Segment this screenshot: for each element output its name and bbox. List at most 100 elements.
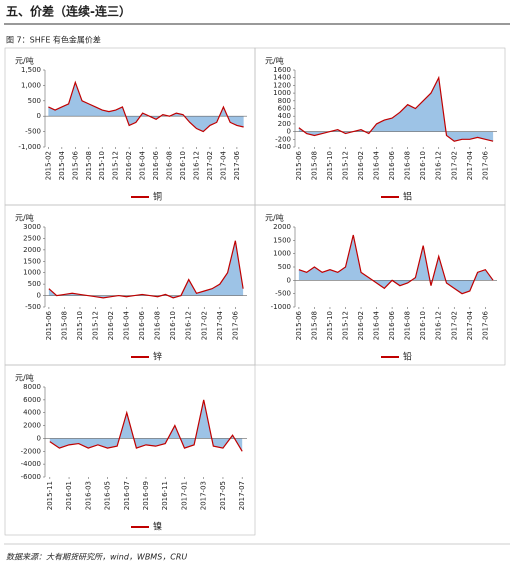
series-line [298,75,494,142]
x-tick-label: 2016-02 [125,151,133,180]
y-tick-label: 2000 [23,246,41,254]
x-tick-label: 2017-04 [466,150,474,180]
x-tick-label: 2017-02 [206,151,214,180]
y-tick-label: 0 [287,276,291,284]
y-tick-label: 1500 [273,236,291,244]
x-tick-label: 2015-12 [112,151,120,180]
x-tick-label: 2015-10 [326,151,334,180]
x-tick-label: 2016-11 [161,481,169,510]
y-tick-label: 400 [278,112,291,120]
y-tick-label: 500 [28,97,41,105]
y-tick-label: -400 [275,143,291,151]
y-tick-label: 1200 [273,81,291,89]
y-tick-label: 0 [37,434,41,442]
y-tick-label: 8000 [23,383,41,391]
x-tick-label: 2016-06 [388,310,396,340]
unit-label: 元/吨 [15,373,34,383]
y-tick-label: 200 [278,120,291,128]
x-tick-label: 2016-01 [65,481,73,510]
x-tick-label: 2015-10 [98,151,106,180]
y-tick-label: 1400 [273,74,291,82]
x-tick-label: 2015-12 [92,311,100,340]
area-fill [48,82,244,132]
series-line [48,80,244,133]
y-tick-label: 500 [28,280,41,288]
figure-caption: 图 7：SHFE 有色金属价差 [6,35,101,45]
x-tick-label: 2017-06 [231,310,239,340]
series-line [298,234,494,295]
y-tick-label: -500 [275,290,291,298]
x-tick-label: 2016-02 [357,311,365,340]
y-tick-label: 1500 [23,257,41,265]
x-tick-label: 2016-08 [166,151,174,180]
y-tick-label: 4000 [23,409,41,417]
x-tick-label: 2016-04 [373,150,381,180]
x-tick-label: 2016-10 [169,311,177,340]
x-tick-label: 2016-06 [152,150,160,180]
x-tick-label: 2015-10 [326,311,334,340]
x-tick-label: 2017-06 [481,310,489,340]
x-tick-label: 2016-12 [435,311,443,340]
y-tick-label: -6000 [21,473,41,481]
x-tick-label: 2015-04 [58,150,66,180]
x-tick-label: 2016-06 [138,310,146,340]
x-tick-label: 2015-06 [295,150,303,180]
x-tick-label: 2015-06 [45,310,53,340]
x-tick-label: 2016-10 [419,311,427,340]
x-tick-label: 2016-09 [142,481,150,510]
x-tick-label: 2016-02 [357,151,365,180]
x-tick-label: 2015-12 [342,151,350,180]
x-tick-label: 2015-08 [60,311,68,340]
x-tick-label: 2015-08 [85,151,93,180]
y-tick-label: 1600 [273,66,291,74]
section-title: 五、价差（连续-连三） [6,4,131,19]
x-tick-label: 2016-05 [104,481,112,510]
legend-label: 铜 [153,191,162,203]
x-tick-label: 2017-06 [481,150,489,180]
y-tick-label: -500 [25,303,41,311]
unit-label: 元/吨 [265,56,284,66]
x-tick-label: 2016-08 [404,311,412,340]
y-tick-label: -1,000 [18,143,41,151]
area-fill [48,240,244,298]
y-tick-label: 3000 [23,223,41,231]
x-tick-label: 2016-10 [179,151,187,180]
x-tick-label: 2016-08 [154,311,162,340]
x-tick-label: 2015-10 [76,311,84,340]
y-tick-label: 500 [278,263,291,271]
y-tick-label: 0 [37,292,41,300]
x-tick-label: 2016-06 [388,150,396,180]
y-tick-label: 1,500 [21,66,41,74]
x-tick-label: 2016-10 [419,151,427,180]
x-tick-label: 2017-04 [216,310,224,340]
y-tick-label: 1000 [273,89,291,97]
y-tick-label: 2500 [23,234,41,242]
x-tick-label: 2015-06 [71,150,79,180]
source-note: 数据来源：大有期货研究所，wind，WBMS，CRU [6,553,187,562]
x-tick-label: 2017-04 [219,150,227,180]
chart-frame [4,47,256,206]
legend-label: 镍 [153,521,162,533]
x-tick-label: 2016-04 [139,150,147,180]
y-tick-label: 0 [37,112,41,120]
x-tick-label: 2015-11 [46,481,54,510]
x-tick-label: 2016-12 [193,151,201,180]
x-tick-label: 2015-08 [310,151,318,180]
x-tick-label: 2016-08 [404,151,412,180]
x-tick-label: 2015-12 [342,311,350,340]
legend-label: 锌 [153,351,162,363]
x-tick-label: 2017-01 [180,481,188,510]
y-tick-label: -2000 [21,447,41,455]
y-tick-label: 2000 [273,223,291,231]
chart-frame [254,204,506,366]
x-tick-label: 2017-06 [233,150,241,180]
x-tick-label: 2017-02 [200,311,208,340]
x-tick-label: 2016-12 [435,151,443,180]
x-tick-label: 2016-04 [373,310,381,340]
area-fill [298,235,494,294]
chart-frame [4,364,256,536]
x-tick-label: 2016-07 [123,481,131,510]
x-tick-label: 2017-03 [200,481,208,510]
y-tick-label: 1000 [273,250,291,258]
